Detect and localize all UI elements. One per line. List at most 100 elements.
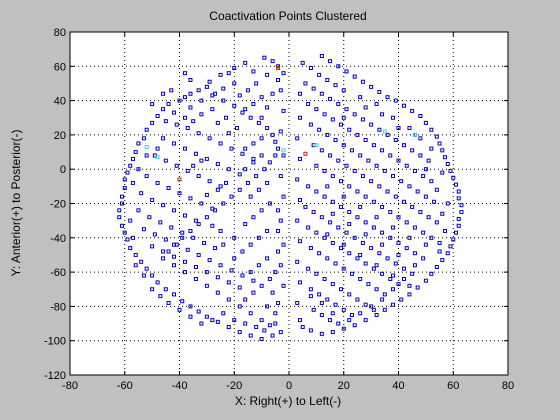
cluster-1-point xyxy=(423,120,428,125)
cluster-1-point xyxy=(380,271,385,276)
cluster-1-point xyxy=(221,86,226,91)
cluster-1-point xyxy=(380,148,385,153)
cluster-1-point xyxy=(221,242,226,247)
cluster-1-point xyxy=(270,132,275,137)
cluster-1-point xyxy=(322,112,327,117)
cluster-1-point xyxy=(259,318,264,323)
cluster-1-point xyxy=(344,163,349,168)
cluster-1-point xyxy=(380,112,385,117)
cluster-1-point xyxy=(172,208,177,213)
cluster-1-point xyxy=(122,177,127,182)
cluster-1-point xyxy=(358,276,363,281)
cluster-2-point xyxy=(281,148,286,153)
cluster-1-point xyxy=(317,292,322,297)
cluster-1-point xyxy=(218,72,223,77)
cluster-1-point xyxy=(248,194,253,199)
cluster-1-point xyxy=(415,189,420,194)
cluster-1-point xyxy=(303,204,308,209)
cluster-1-point xyxy=(210,93,215,98)
cluster-1-point xyxy=(136,141,141,146)
cluster-1-point xyxy=(352,112,357,117)
cluster-1-point xyxy=(188,78,193,83)
cluster-1-point xyxy=(459,203,464,208)
cluster-1-point xyxy=(412,263,417,268)
cluster-1-point xyxy=(415,285,420,290)
cluster-1-point xyxy=(440,148,445,153)
cluster-1-point xyxy=(150,244,155,249)
cluster-1-point xyxy=(459,210,464,215)
cluster-1-point xyxy=(128,163,133,168)
cluster-1-point xyxy=(161,256,166,261)
cluster-1-point xyxy=(366,282,371,287)
cluster-1-point xyxy=(215,290,220,295)
cluster-1-point xyxy=(396,158,401,163)
x-tick-label: 80 xyxy=(502,380,514,392)
cluster-1-point xyxy=(391,287,396,292)
cluster-1-point xyxy=(155,180,160,185)
cluster-1-point xyxy=(295,218,300,223)
cluster-1-point xyxy=(347,251,352,256)
cluster-1-point xyxy=(234,126,239,131)
cluster-1-point xyxy=(144,174,149,179)
cluster-1-point xyxy=(196,131,201,136)
cluster-1-point xyxy=(295,259,300,264)
cluster-1-point xyxy=(273,139,278,144)
cluster-1-point xyxy=(204,156,209,161)
y-tick-label: -120 xyxy=(44,370,66,382)
cluster-1-point xyxy=(355,215,360,220)
cluster-1-point xyxy=(401,199,406,204)
y-tick-label: 60 xyxy=(54,61,66,73)
cluster-1-point xyxy=(133,150,138,155)
cluster-1-point xyxy=(319,331,324,336)
cluster-1-point xyxy=(215,319,220,324)
cluster-1-point xyxy=(251,160,256,165)
cluster-1-point xyxy=(281,71,286,76)
cluster-1-point xyxy=(401,276,406,281)
cluster-1-point xyxy=(385,95,390,100)
cluster-1-point xyxy=(248,333,253,338)
cluster-1-point xyxy=(330,174,335,179)
cluster-1-point xyxy=(360,117,365,122)
x-tick-label: -80 xyxy=(62,380,78,392)
cluster-1-point xyxy=(336,64,341,69)
cluster-1-point xyxy=(358,252,363,257)
cluster-1-point xyxy=(245,88,250,93)
cluster-1-point xyxy=(391,225,396,230)
cluster-1-point xyxy=(210,206,215,211)
cluster-1-point xyxy=(265,256,270,261)
cluster-1-point xyxy=(347,292,352,297)
cluster-1-point xyxy=(374,102,379,107)
cluster-1-point xyxy=(210,318,215,323)
cluster-1-point xyxy=(445,251,450,256)
cluster-1-point xyxy=(377,251,382,256)
cluster-2-point xyxy=(144,144,149,149)
cluster-1-point xyxy=(273,311,278,316)
cluster-1-point xyxy=(336,225,341,230)
cluster-1-point xyxy=(278,218,283,223)
cluster-1-point xyxy=(128,218,133,223)
cluster-1-point xyxy=(188,314,193,319)
cluster-1-point xyxy=(251,69,256,74)
cluster-1-point xyxy=(347,184,352,189)
cluster-1-point xyxy=(163,119,168,124)
cluster-1-point xyxy=(404,220,409,225)
cluster-1-point xyxy=(193,151,198,156)
cluster-1-point xyxy=(410,204,415,209)
cluster-1-point xyxy=(429,127,434,132)
cluster-1-point xyxy=(314,189,319,194)
cluster-1-point xyxy=(182,71,187,76)
cluster-1-point xyxy=(352,323,357,328)
cluster-1-point xyxy=(418,136,423,141)
cluster-1-point xyxy=(141,273,146,278)
x-tick-label: 20 xyxy=(338,380,350,392)
cluster-1-point xyxy=(382,307,387,312)
cluster-1-point xyxy=(265,180,270,185)
cluster-1-point xyxy=(259,136,264,141)
x-tick-label: 0 xyxy=(286,380,292,392)
cluster-1-point xyxy=(341,307,346,312)
cluster-1-point xyxy=(396,282,401,287)
cluster-1-point xyxy=(256,187,261,192)
cluster-1-point xyxy=(218,184,223,189)
cluster-1-point xyxy=(407,292,412,297)
cluster-1-point xyxy=(407,283,412,288)
